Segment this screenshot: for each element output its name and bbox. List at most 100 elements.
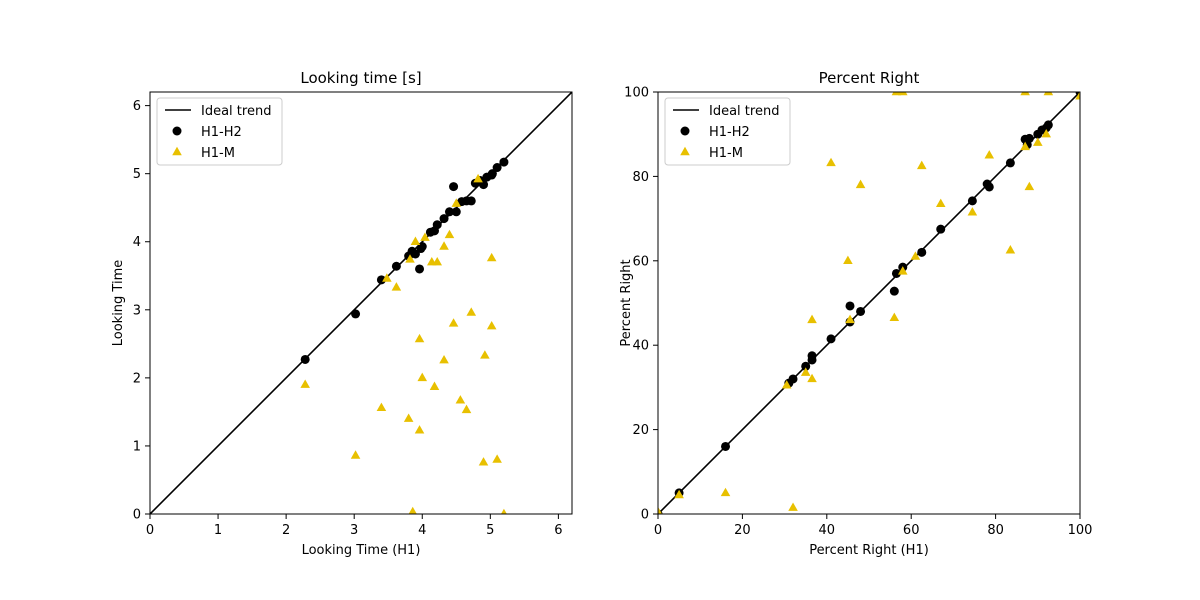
point-h1-h2 <box>936 224 946 234</box>
plot-frame <box>149 91 573 515</box>
series-h1-h2 <box>658 92 1080 514</box>
point-h1-m <box>984 150 995 159</box>
point-h1-h2 <box>1005 158 1015 168</box>
point-h1-m <box>889 312 900 321</box>
y-tick-label: 3 <box>133 303 141 318</box>
y-tick-label: 2 <box>133 371 141 386</box>
chart-title: Looking time [s] <box>300 69 421 87</box>
point-h1-m <box>1020 141 1030 151</box>
point-h1-m <box>414 333 425 343</box>
x-tick-label: 5 <box>486 523 494 538</box>
point-h1-h2 <box>967 196 977 206</box>
point-h1-m <box>414 425 425 434</box>
x-axis-label: Looking Time (H1) <box>302 543 421 558</box>
point-h1-h2 <box>801 361 811 371</box>
point-h1-m <box>480 350 490 359</box>
point-h1-m <box>486 252 497 262</box>
series-h1-m <box>300 173 507 514</box>
point-h1-m <box>1024 181 1035 191</box>
point-h1-m <box>674 489 684 499</box>
point-h1-m <box>500 508 507 514</box>
legend-label-h1-h2: H1-H2 <box>201 125 242 140</box>
point-h1-h2 <box>856 306 866 316</box>
point-h1-m <box>1033 137 1043 146</box>
y-tick-label: 0 <box>641 508 649 523</box>
point-h1-m <box>935 198 946 208</box>
point-h1-m <box>478 457 489 466</box>
point-h1-m <box>420 232 430 241</box>
point-h1-m <box>720 487 731 497</box>
point-h1-h2 <box>466 196 476 206</box>
point-h1-h2 <box>889 286 899 296</box>
point-h1-m <box>843 255 853 265</box>
point-h1-m <box>417 372 428 382</box>
point-h1-h2 <box>444 207 454 217</box>
point-h1-m <box>788 502 798 511</box>
point-h1-m <box>444 229 455 239</box>
point-h1-m <box>855 179 866 189</box>
point-h1-m <box>382 273 392 282</box>
point-h1-m <box>1075 92 1080 100</box>
legend-triangle-swatch <box>172 146 182 156</box>
point-h1-m <box>486 320 497 330</box>
x-axis-label: Percent Right (H1) <box>809 543 929 558</box>
point-h1-m <box>429 381 440 390</box>
point-h1-h2 <box>492 163 502 173</box>
point-h1-m <box>897 92 908 96</box>
point-h1-h2 <box>439 214 449 224</box>
x-tick-label: 40 <box>819 523 836 538</box>
point-h1-m <box>967 207 978 216</box>
x-tick-label: 1 <box>214 523 222 538</box>
legend: Ideal trend H1-H2 H1-M <box>664 97 791 166</box>
y-tick-label: 5 <box>133 167 141 182</box>
point-h1-h2 <box>449 182 459 192</box>
point-h1-m <box>658 506 663 514</box>
x-tick-label: 6 <box>554 523 562 538</box>
point-h1-m <box>300 379 310 388</box>
point-h1-m <box>910 251 921 260</box>
point-h1-h2 <box>300 354 310 364</box>
point-h1-m <box>800 367 811 376</box>
point-h1-m <box>1043 92 1054 96</box>
point-h1-m <box>897 266 908 275</box>
point-h1-h2 <box>891 268 901 278</box>
point-h1-h2 <box>417 242 427 252</box>
x-tick-label: 80 <box>987 523 1004 538</box>
x-tick-label: 60 <box>903 523 920 538</box>
point-h1-m <box>916 160 927 170</box>
legend-box <box>156 97 283 166</box>
point-h1-h2 <box>415 264 425 274</box>
legend-circle-swatch <box>172 126 182 136</box>
point-h1-h2 <box>487 169 497 179</box>
point-h1-m <box>492 454 502 463</box>
y-tick-label: 1 <box>133 439 141 454</box>
point-h1-h2 <box>984 182 994 192</box>
point-h1-m <box>461 404 472 414</box>
point-h1-h2 <box>351 309 361 319</box>
y-axis-label: Percent Right <box>619 259 634 346</box>
point-h1-h2 <box>721 441 731 451</box>
series-h1-h2 <box>300 157 509 364</box>
legend-label-ideal-trend: Ideal trend <box>201 104 271 119</box>
point-h1-h2 <box>376 275 386 285</box>
legend: Ideal trend H1-H2 H1-M <box>156 97 283 166</box>
y-tick-label: 0 <box>133 508 141 523</box>
point-h1-m <box>466 307 477 316</box>
y-tick-label: 20 <box>632 423 649 438</box>
chart-2: 0 20 40 60 80 100 0 20 40 60 80 100 Percent Right Per… <box>619 69 1092 558</box>
point-h1-h2 <box>432 220 442 230</box>
point-h1-m <box>448 318 459 327</box>
point-h1-m <box>439 354 449 364</box>
point-h1-m <box>826 157 836 167</box>
y-tick-label: 4 <box>133 235 141 250</box>
legend-circle-swatch <box>680 126 690 136</box>
point-h1-m <box>391 282 402 291</box>
x-tick-label: 3 <box>350 523 358 538</box>
point-h1-h2 <box>826 334 836 344</box>
y-tick-label: 100 <box>624 86 649 101</box>
point-h1-m <box>451 198 462 207</box>
point-h1-h2 <box>788 374 798 384</box>
chart-title: Percent Right <box>819 69 920 87</box>
y-tick-label: 6 <box>133 99 141 114</box>
